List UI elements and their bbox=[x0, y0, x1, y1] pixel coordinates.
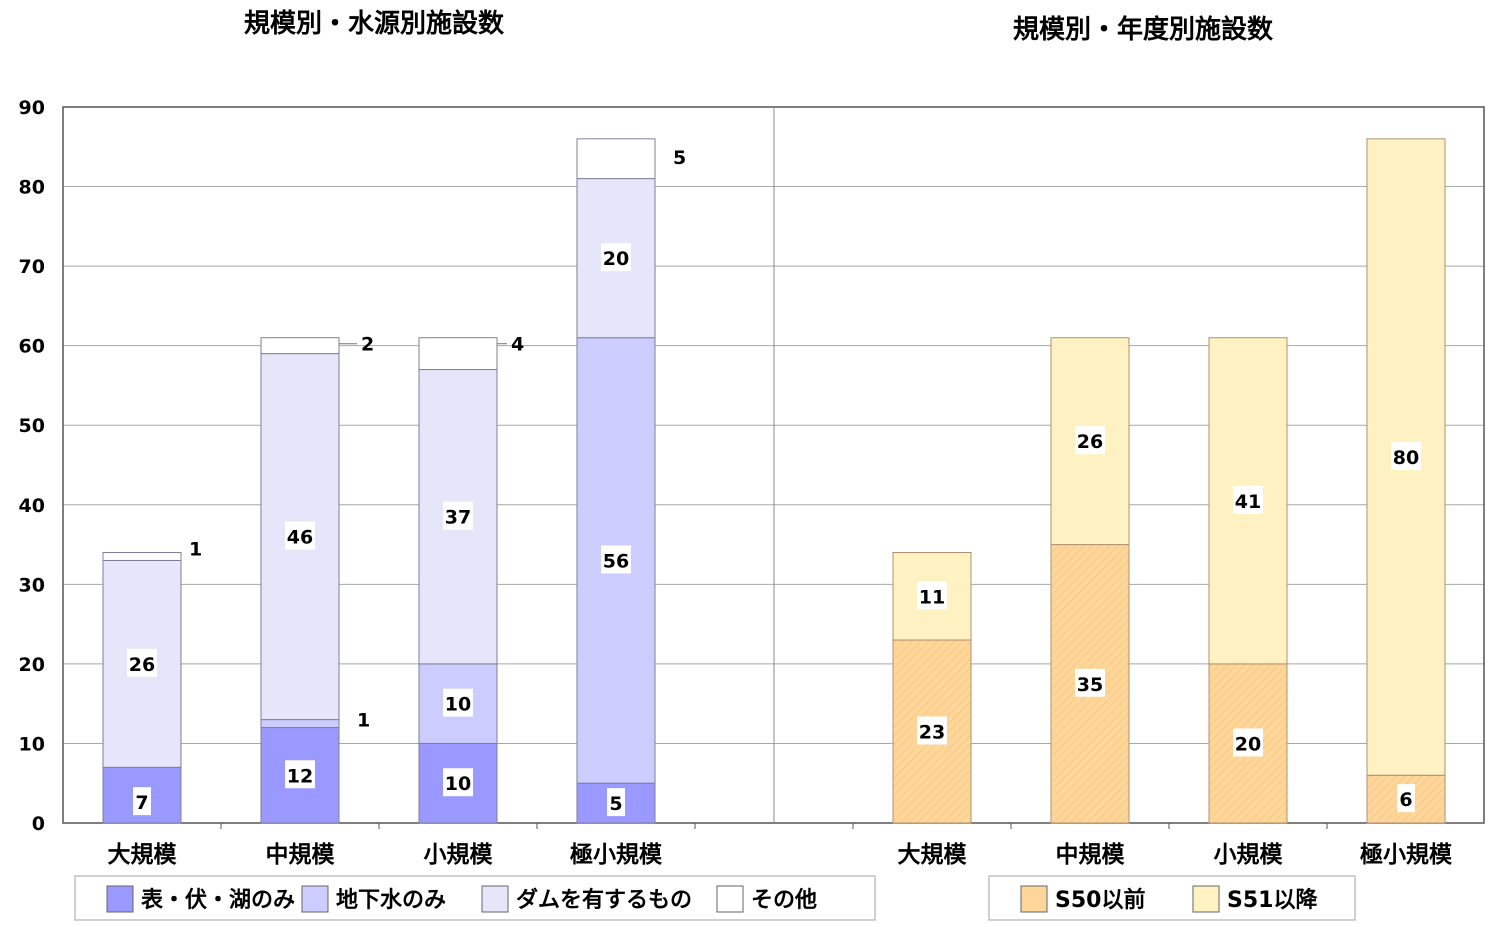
legend-label: 表・伏・湖のみ bbox=[141, 887, 295, 913]
legend-label: S51以降 bbox=[1227, 888, 1318, 913]
svg-text:35: 35 bbox=[1077, 674, 1103, 696]
data-label: 20 bbox=[601, 243, 631, 272]
y-tick-label: 60 bbox=[19, 336, 45, 358]
y-tick-label: 10 bbox=[19, 733, 45, 755]
y-tick-label: 30 bbox=[19, 574, 45, 596]
svg-text:7: 7 bbox=[135, 792, 148, 814]
svg-text:26: 26 bbox=[129, 654, 155, 676]
legend-swatch bbox=[1192, 885, 1220, 913]
y-tick-label: 40 bbox=[19, 495, 45, 517]
category-label: 極小規模 bbox=[1360, 841, 1453, 868]
data-label: 10 bbox=[443, 688, 473, 717]
category-label: 小規模 bbox=[424, 842, 494, 868]
data-label: 10 bbox=[443, 768, 473, 797]
data-labels: 7 26 1 12 1 46 2 10 10 37 4 5 56 20 5 23 11 35 26 20 41 6 80 bbox=[127, 147, 1421, 817]
legend-item: S51以降 bbox=[1192, 885, 1318, 913]
y-tick-label: 70 bbox=[19, 256, 45, 278]
svg-text:37: 37 bbox=[445, 507, 471, 529]
x-axis-categories: 大規模 中規模 小規模 極小規模 大規模 中規模 小規模 極小規模 bbox=[108, 841, 1454, 868]
category-label: 中規模 bbox=[266, 842, 336, 868]
category-label: 大規模 bbox=[108, 842, 178, 868]
data-label: 5 bbox=[673, 147, 686, 169]
data-label: 41 bbox=[1233, 485, 1263, 514]
legend-left: 表・伏・湖のみ 地下水のみ ダムを有するもの その他 bbox=[74, 875, 876, 921]
svg-text:56: 56 bbox=[603, 550, 629, 572]
legend-label: S50以前 bbox=[1055, 887, 1145, 913]
legend-item: その他 bbox=[716, 885, 817, 913]
legend-item: ダムを有するもの bbox=[481, 885, 692, 913]
svg-text:26: 26 bbox=[1077, 431, 1103, 453]
svg-text:6: 6 bbox=[1399, 789, 1412, 811]
svg-text:80: 80 bbox=[1393, 447, 1419, 469]
chart-title-right: 規模別・年度別施設数 bbox=[1013, 14, 1274, 45]
svg-text:46: 46 bbox=[287, 527, 313, 549]
legend-item: 表・伏・湖のみ bbox=[106, 885, 295, 913]
bar-segment bbox=[418, 337, 498, 371]
category-label: 小規模 bbox=[1214, 842, 1284, 868]
y-tick-label: 50 bbox=[19, 415, 45, 437]
y-axis-ticks: 0 10 20 30 40 50 60 70 80 90 bbox=[19, 97, 45, 835]
y-tick-label: 20 bbox=[19, 654, 45, 676]
svg-text:20: 20 bbox=[1235, 733, 1261, 755]
data-label: 23 bbox=[917, 716, 947, 745]
data-label: 1 bbox=[189, 539, 202, 561]
data-label: 2 bbox=[361, 334, 374, 356]
svg-text:41: 41 bbox=[1235, 491, 1261, 513]
svg-text:10: 10 bbox=[445, 773, 471, 795]
category-label: 大規模 bbox=[898, 842, 968, 868]
svg-text:12: 12 bbox=[287, 765, 313, 787]
data-label: 26 bbox=[1075, 426, 1105, 455]
y-tick-label: 0 bbox=[32, 813, 45, 835]
svg-text:10: 10 bbox=[445, 694, 471, 716]
legend-swatch bbox=[1020, 885, 1048, 913]
category-label: 中規模 bbox=[1056, 842, 1126, 868]
legend-label: ダムを有するもの bbox=[516, 887, 692, 913]
legends: 表・伏・湖のみ 地下水のみ ダムを有するもの その他 S50以前 S51以降 bbox=[74, 875, 1356, 921]
data-label: 46 bbox=[285, 521, 315, 550]
bar-segment bbox=[418, 663, 498, 744]
data-label: 6 bbox=[1397, 784, 1415, 813]
svg-text:11: 11 bbox=[919, 586, 945, 608]
legend-swatch bbox=[106, 885, 134, 913]
y-tick-label: 80 bbox=[19, 177, 45, 199]
legend-label: その他 bbox=[751, 888, 817, 913]
legend-swatch bbox=[481, 885, 509, 913]
svg-text:23: 23 bbox=[919, 722, 945, 744]
data-label: 12 bbox=[285, 760, 315, 789]
data-label: 5 bbox=[607, 788, 625, 817]
data-label: 7 bbox=[133, 787, 151, 816]
bar-segment bbox=[576, 138, 656, 180]
category-label: 極小規模 bbox=[570, 841, 663, 868]
data-label: 26 bbox=[127, 648, 157, 677]
data-label: 11 bbox=[917, 581, 947, 610]
legend-item: 地下水のみ bbox=[301, 885, 446, 913]
data-label: 35 bbox=[1075, 668, 1105, 697]
bar-segment bbox=[102, 552, 182, 561]
data-label: 1 bbox=[357, 710, 370, 732]
data-label: 37 bbox=[443, 501, 473, 530]
y-tick-label: 90 bbox=[19, 97, 45, 119]
bar-segment bbox=[260, 337, 340, 355]
legend-label: 地下水のみ bbox=[336, 888, 446, 913]
svg-text:20: 20 bbox=[603, 248, 629, 270]
bar-segment bbox=[260, 719, 340, 729]
legend-swatch bbox=[716, 885, 744, 913]
data-label: 20 bbox=[1233, 728, 1263, 757]
chart-title-left: 規模別・水源別施設数 bbox=[244, 8, 505, 39]
legend-item: S50以前 bbox=[1020, 885, 1145, 913]
data-label: 56 bbox=[601, 545, 631, 574]
legend-right: S50以前 S51以降 bbox=[988, 875, 1356, 921]
data-label: 4 bbox=[511, 334, 524, 356]
data-label: 80 bbox=[1391, 442, 1421, 471]
legend-swatch bbox=[301, 885, 329, 913]
svg-text:5: 5 bbox=[609, 793, 622, 815]
